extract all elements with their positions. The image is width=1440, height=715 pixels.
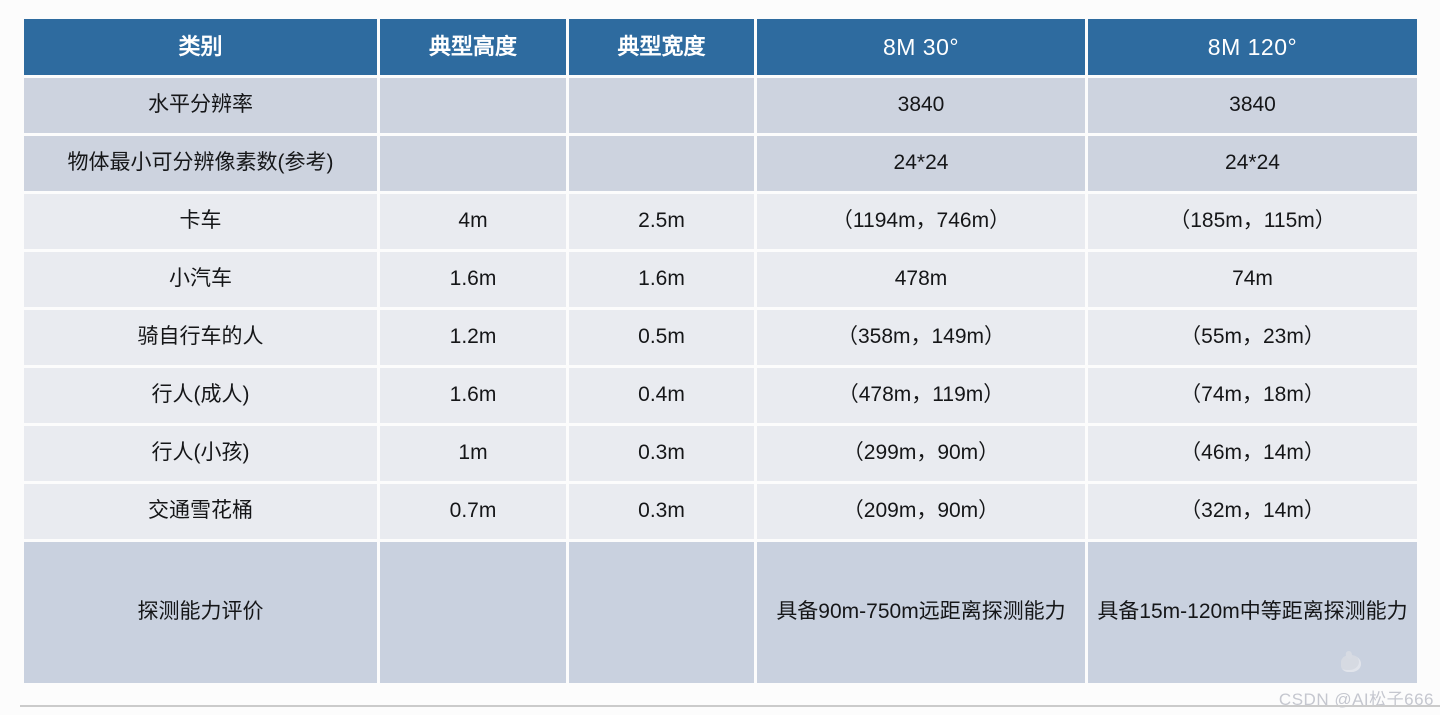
cell-r0-c4: 3840 [1088,78,1417,133]
cell-r8-c2 [569,542,754,683]
cell-r1-c4: 24*24 [1088,136,1417,191]
cell-r3-c2: 1.6m [569,252,754,307]
header-cell-0: 类别 [24,19,377,75]
cell-r8-c4: 具备15m-120m中等距离探测能力 [1088,542,1417,683]
cell-r4-c3: （358m，149m） [757,310,1085,365]
cell-r7-c2: 0.3m [569,484,754,539]
cell-r4-c0: 骑自行车的人 [24,310,377,365]
cell-r5-c2: 0.4m [569,368,754,423]
cell-r0-c1 [380,78,566,133]
cell-r6-c2: 0.3m [569,426,754,481]
watermark-text: CSDN @AI松子666 [1278,690,1434,709]
cell-r5-c3: （478m，119m） [757,368,1085,423]
cell-r8-c1 [380,542,566,683]
cell-r4-c4: （55m，23m） [1088,310,1417,365]
cell-r3-c4: 74m [1088,252,1417,307]
camera-detection-spec-table: 类别 典型高度 典型宽度 8M 30° 8M 120° 水平分辨率 3840 3840 物体最小… [24,19,1417,683]
header-cell-3: 8M 30° [757,19,1085,75]
cell-r8-c3: 具备90m-750m远距离探测能力 [757,542,1085,683]
cell-r2-c1: 4m [380,194,566,249]
cell-r7-c0: 交通雪花桶 [24,484,377,539]
cell-r1-c1 [380,136,566,191]
cell-r8-c0: 探测能力评价 [24,542,377,683]
cell-r2-c0: 卡车 [24,194,377,249]
cell-r1-c0: 物体最小可分辨像素数(参考) [24,136,377,191]
cell-r0-c2 [569,78,754,133]
header-cell-1: 典型高度 [380,19,566,75]
cell-r4-c2: 0.5m [569,310,754,365]
cell-r3-c1: 1.6m [380,252,566,307]
cell-r2-c3: （1194m，746m） [757,194,1085,249]
header-cell-2: 典型宽度 [569,19,754,75]
cell-r6-c0: 行人(小孩) [24,426,377,481]
cell-r5-c4: （74m，18m） [1088,368,1417,423]
cell-r5-c0: 行人(成人) [24,368,377,423]
cell-r2-c4: （185m，115m） [1088,194,1417,249]
header-cell-4: 8M 120° [1088,19,1417,75]
cell-r6-c3: （299m，90m） [757,426,1085,481]
cell-r1-c2 [569,136,754,191]
cell-r3-c3: 478m [757,252,1085,307]
cell-r6-c4: （46m，14m） [1088,426,1417,481]
cell-r0-c0: 水平分辨率 [24,78,377,133]
cell-r3-c0: 小汽车 [24,252,377,307]
cell-r7-c3: （209m，90m） [757,484,1085,539]
cell-r6-c1: 1m [380,426,566,481]
cell-r2-c2: 2.5m [569,194,754,249]
cell-r7-c1: 0.7m [380,484,566,539]
watermark-hand-icon [1341,655,1361,672]
cell-r4-c1: 1.2m [380,310,566,365]
cell-r0-c3: 3840 [757,78,1085,133]
cell-r1-c3: 24*24 [757,136,1085,191]
cell-r7-c4: （32m，14m） [1088,484,1417,539]
cell-r5-c1: 1.6m [380,368,566,423]
bottom-divider [20,705,1440,707]
